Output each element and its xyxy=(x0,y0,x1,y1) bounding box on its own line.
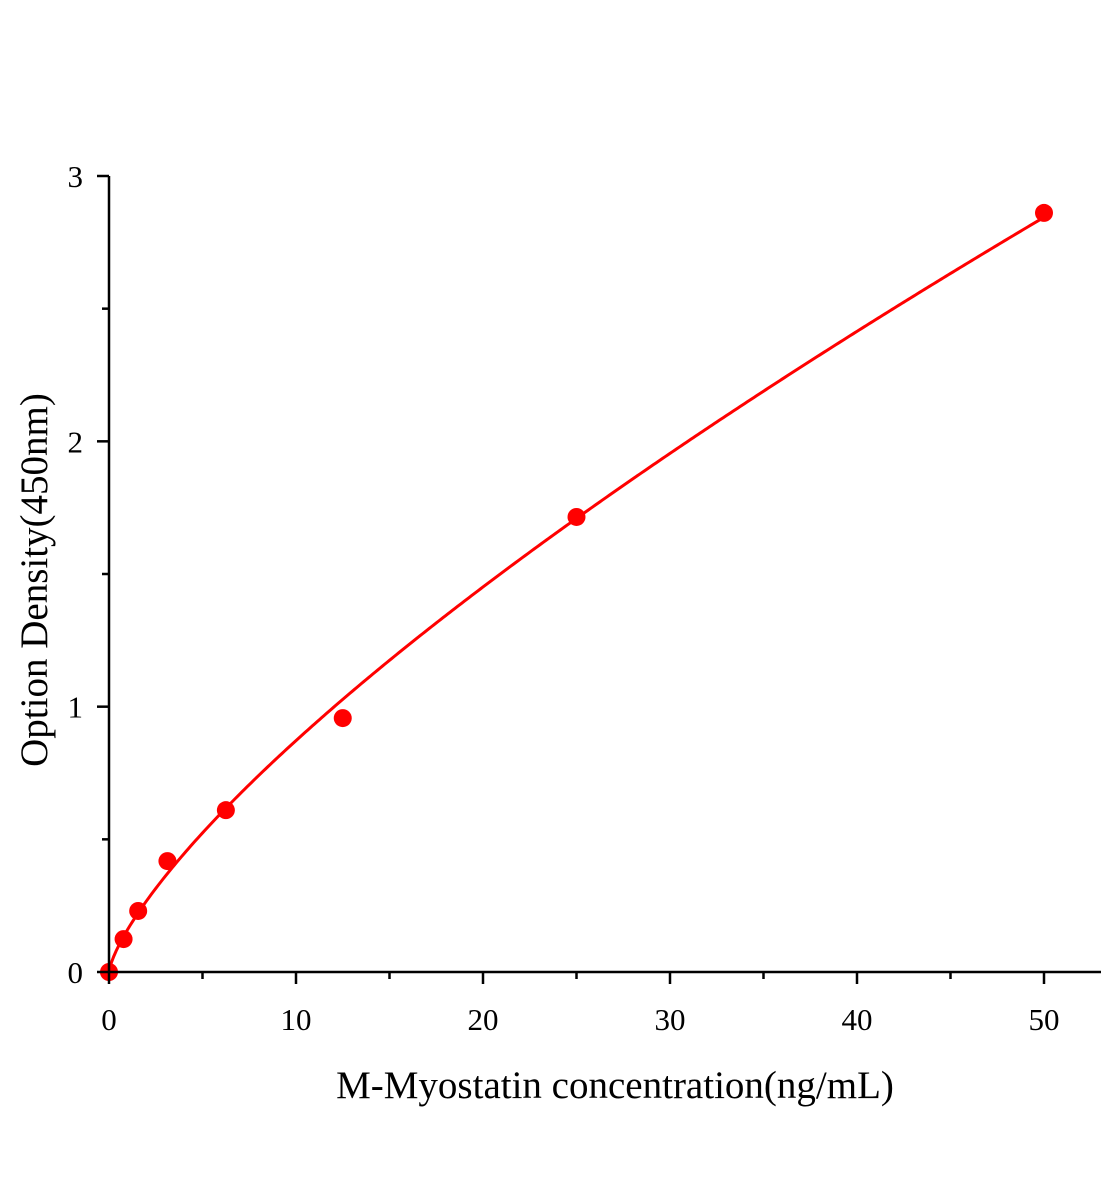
data-point xyxy=(1035,203,1053,222)
data-point xyxy=(129,901,148,920)
x-tick-label: 20 xyxy=(468,1002,499,1037)
data-point xyxy=(158,852,177,871)
fit-curve-layer xyxy=(107,215,1045,973)
y-tick-label: 0 xyxy=(68,955,84,990)
data-point xyxy=(216,801,235,820)
x-tick-label: 10 xyxy=(281,1002,312,1037)
x-tick-label: 40 xyxy=(842,1002,873,1037)
data-point xyxy=(333,709,352,728)
data-point xyxy=(114,930,133,949)
fit-curve xyxy=(107,215,1045,973)
data-points-layer xyxy=(100,203,1053,981)
x-axis-label: M-Myostatin concentration(ng/mL) xyxy=(336,1064,894,1107)
x-tick-label: 30 xyxy=(655,1002,686,1037)
x-tick-label: 0 xyxy=(101,1002,117,1037)
data-point xyxy=(567,507,586,526)
y-ticks: 0 1 2 3 xyxy=(68,159,109,990)
y-tick-label: 1 xyxy=(68,690,84,725)
y-tick-label: 3 xyxy=(68,159,84,194)
y-axis-label: Option Density(450nm) xyxy=(13,393,56,767)
x-ticks: 0 10 20 30 40 50 xyxy=(101,972,1060,1037)
y-tick-label: 2 xyxy=(68,424,84,459)
axes xyxy=(107,176,1101,974)
x-tick-label: 50 xyxy=(1029,1002,1060,1037)
